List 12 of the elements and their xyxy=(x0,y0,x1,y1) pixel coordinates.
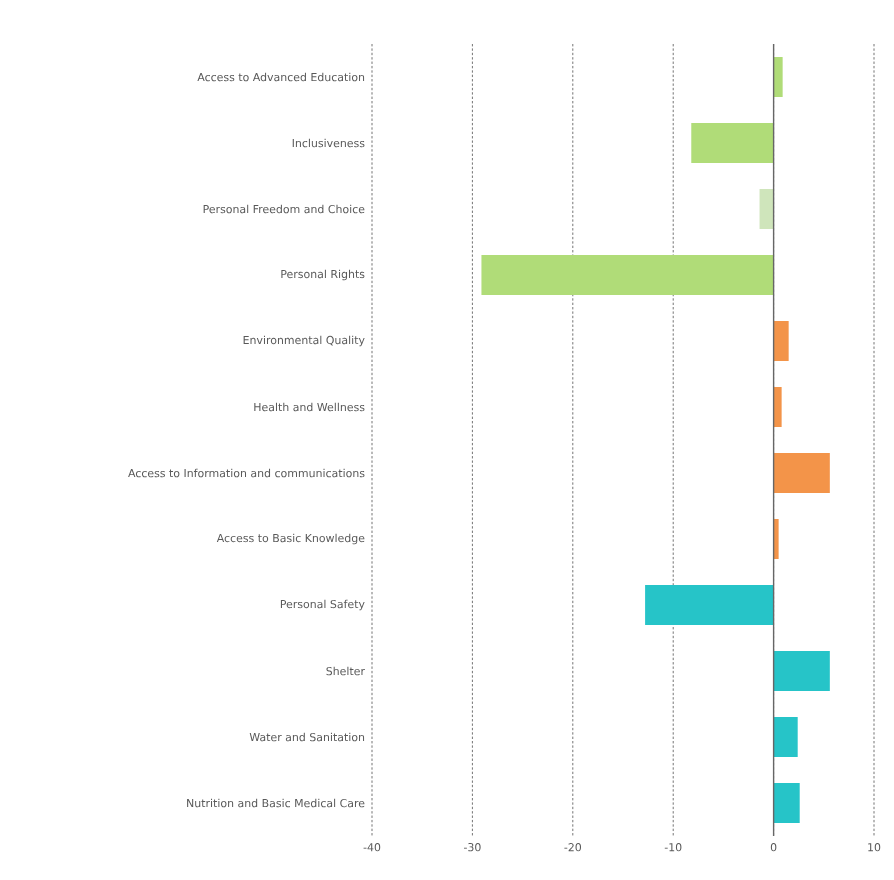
bar xyxy=(773,651,830,692)
bar xyxy=(773,453,830,494)
bar xyxy=(691,123,774,164)
bar xyxy=(773,387,782,428)
bar xyxy=(773,321,789,362)
bar xyxy=(481,255,774,296)
bar xyxy=(759,189,774,230)
bar xyxy=(773,519,779,560)
bar xyxy=(773,717,798,758)
bar xyxy=(645,585,774,626)
bar xyxy=(773,783,800,824)
bar xyxy=(773,57,783,98)
